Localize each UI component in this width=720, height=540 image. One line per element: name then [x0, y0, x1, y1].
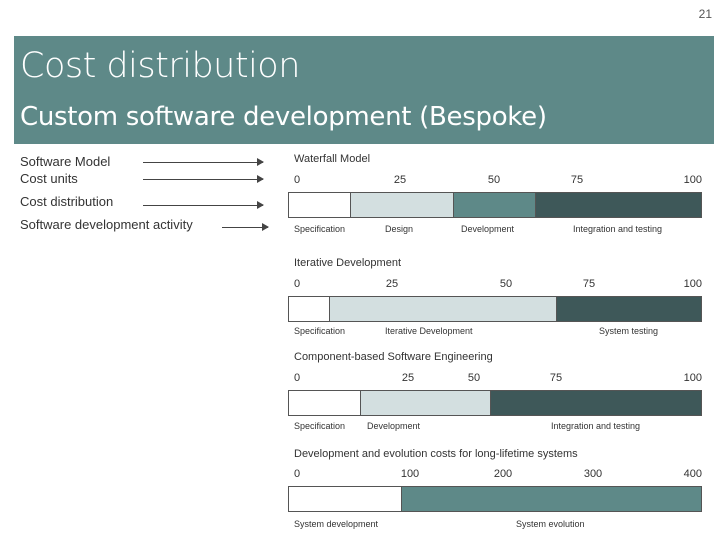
- arrow-cost-units: [143, 175, 264, 183]
- bar-segment: [490, 391, 701, 415]
- bar-segment: [289, 391, 362, 415]
- model-title: Waterfall Model: [294, 153, 371, 165]
- tick-label: 0: [294, 372, 301, 384]
- arrow-cost-distribution: [143, 201, 264, 209]
- page-number: 21: [698, 7, 712, 21]
- model-title: Development and evolution costs for long…: [294, 448, 578, 460]
- bar-segment: [361, 391, 491, 415]
- tick-label: 25: [393, 174, 407, 186]
- bar-segment: [556, 297, 701, 321]
- tick-label: 75: [582, 278, 596, 290]
- tick-label: 25: [401, 372, 415, 384]
- bar-segment: [289, 487, 403, 511]
- bar-segment: [330, 297, 557, 321]
- segment-label: Integration and testing: [573, 224, 663, 234]
- model-title: Iterative Development: [294, 257, 401, 269]
- bar-segment: [536, 193, 701, 217]
- slide-subtitle: Custom software development (Bespoke): [20, 102, 547, 132]
- tick-label: 50: [467, 372, 481, 384]
- tick-label: 200: [493, 468, 513, 480]
- tick-label: 50: [487, 174, 501, 186]
- tick-label: 25: [385, 278, 399, 290]
- bar-segment: [453, 193, 537, 217]
- tick-label: 100: [400, 468, 420, 480]
- legend-cost-distribution: Cost distribution: [20, 194, 114, 209]
- tick-label: 300: [583, 468, 603, 480]
- tick-label: 0: [294, 278, 301, 290]
- cost-bar: [288, 390, 702, 416]
- segment-label: Specification: [294, 421, 346, 431]
- bar-segment: [289, 193, 351, 217]
- tick-label: 100: [683, 372, 702, 384]
- title-banner: Cost distribution Custom software develo…: [14, 36, 714, 144]
- segment-label: Iterative Development: [385, 326, 473, 336]
- tick-label: 400: [683, 468, 702, 480]
- cost-bar: [288, 486, 702, 512]
- tick-label: 100: [683, 174, 702, 186]
- segment-label: Design: [385, 224, 414, 234]
- segment-label: Development: [461, 224, 515, 234]
- segment-label: Development: [367, 421, 421, 431]
- tick-label: 75: [549, 372, 563, 384]
- tick-label: 75: [570, 174, 584, 186]
- segment-label: System evolution: [516, 519, 585, 529]
- arrow-activity: [222, 223, 269, 231]
- segment-label: Specification: [294, 224, 346, 234]
- bar-segment: [350, 193, 454, 217]
- segment-label: Specification: [294, 326, 346, 336]
- bar-segment: [289, 297, 331, 321]
- cost-bar: [288, 296, 702, 322]
- segment-label: Integration and testing: [551, 421, 641, 431]
- bar-segment: [402, 487, 701, 511]
- tick-label: 50: [499, 278, 513, 290]
- tick-label: 100: [683, 278, 702, 290]
- segment-label: System development: [294, 519, 379, 529]
- slide-title: Cost distribution: [20, 46, 300, 86]
- legend-cost-units: Cost units: [20, 171, 78, 186]
- cost-bar: [288, 192, 702, 218]
- segment-label: System testing: [599, 326, 659, 336]
- tick-label: 0: [294, 468, 301, 480]
- tick-label: 0: [294, 174, 301, 186]
- model-title: Component-based Software Engineering: [294, 351, 493, 363]
- legend-activity: Software development activity: [20, 217, 193, 232]
- arrow-software-model: [143, 158, 264, 166]
- legend-software-model: Software Model: [20, 154, 111, 169]
